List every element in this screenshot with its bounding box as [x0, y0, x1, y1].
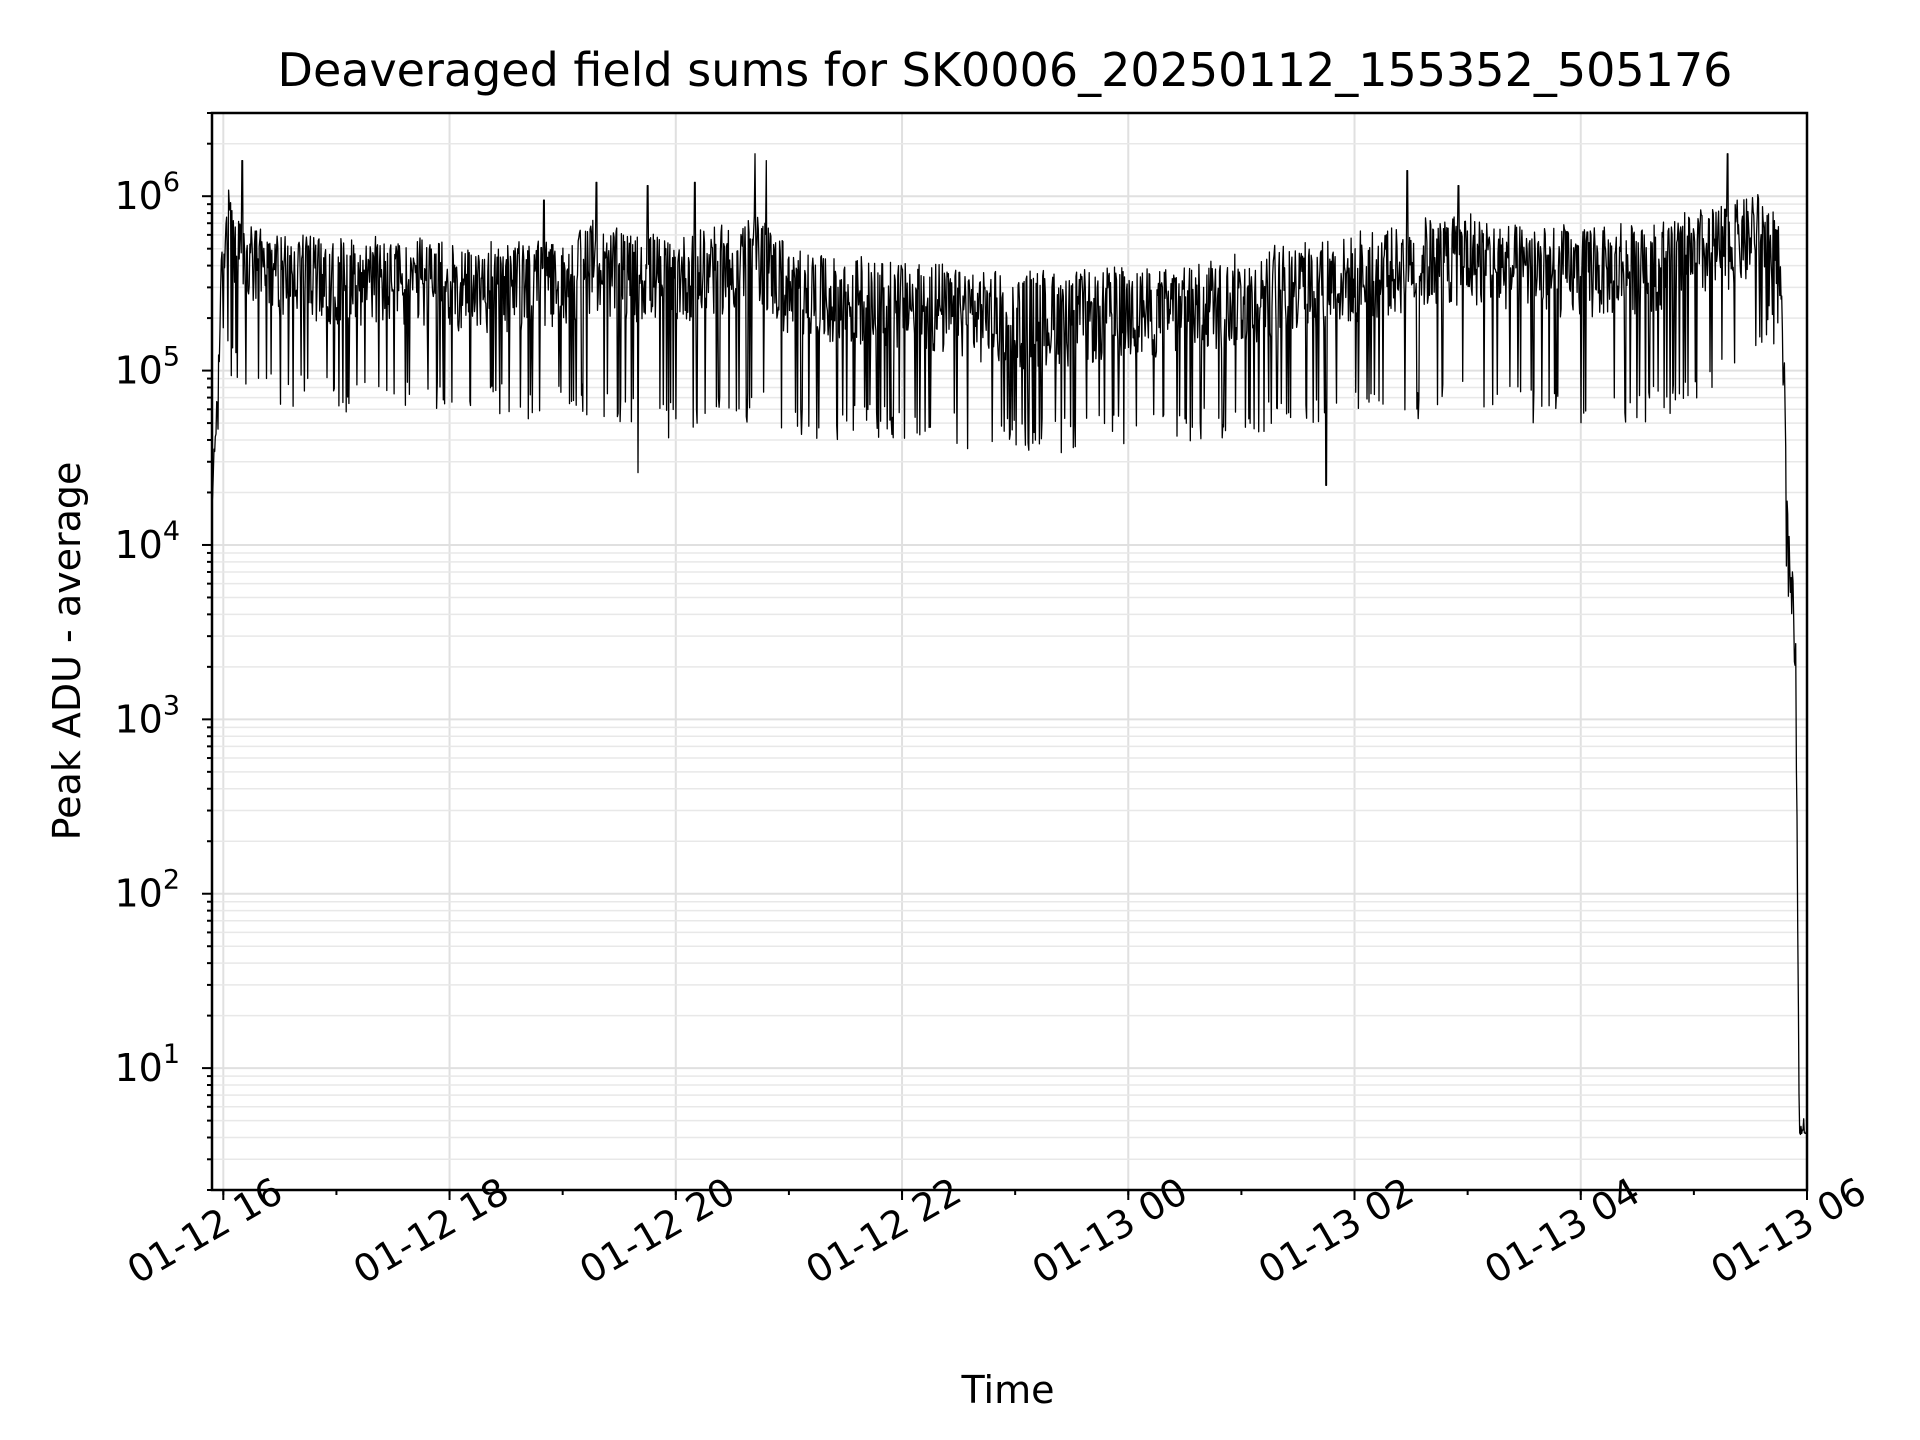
plot-frame — [210, 111, 1809, 1192]
y-tick-label: 105 — [114, 342, 180, 393]
x-tick-label: 01-13 06 — [1704, 1169, 1874, 1293]
y-tick-base: 10 — [114, 349, 162, 393]
x-tick-labels: 01-12 16 01-12 18 01-12 20 01-12 22 01-13 00… — [120, 1169, 1874, 1293]
series-line — [211, 153, 1808, 1136]
y-tick-exponent: 4 — [163, 516, 180, 547]
y-tick-exponent: 6 — [163, 167, 180, 198]
chart-title: Deaveraged field sums for SK0006_2025011… — [278, 43, 1733, 97]
x-tick-label: 01-12 22 — [799, 1169, 969, 1293]
y-tick-exponent: 3 — [163, 690, 180, 721]
y-tick-label: 102 — [114, 865, 180, 916]
y-tick-base: 10 — [114, 697, 162, 741]
y-tick-exponent: 2 — [163, 865, 180, 896]
y-tick-label: 106 — [114, 167, 180, 218]
y-tick-base: 10 — [114, 174, 162, 218]
x-tick-label: 01-12 16 — [120, 1169, 290, 1293]
y-tick-label: 101 — [114, 1039, 180, 1090]
y-axis-label: Peak ADU - average — [45, 462, 89, 841]
y-tick-base: 10 — [114, 523, 162, 567]
y-tick-label: 104 — [114, 516, 180, 567]
y-tick-exponent: 5 — [163, 342, 180, 373]
x-tick-label: 01-13 04 — [1477, 1169, 1647, 1293]
y-tick-label: 103 — [114, 690, 180, 741]
x-tick-label: 01-12 20 — [572, 1169, 742, 1293]
x-axis-label: Time — [961, 1368, 1055, 1412]
x-tick-label: 01-13 00 — [1025, 1169, 1195, 1293]
x-tick-label: 01-13 02 — [1251, 1169, 1421, 1293]
x-tick-label: 01-12 18 — [346, 1169, 516, 1293]
y-tick-base: 10 — [114, 1046, 162, 1090]
y-tick-exponent: 1 — [163, 1039, 180, 1070]
y-tick-base: 10 — [114, 872, 162, 916]
